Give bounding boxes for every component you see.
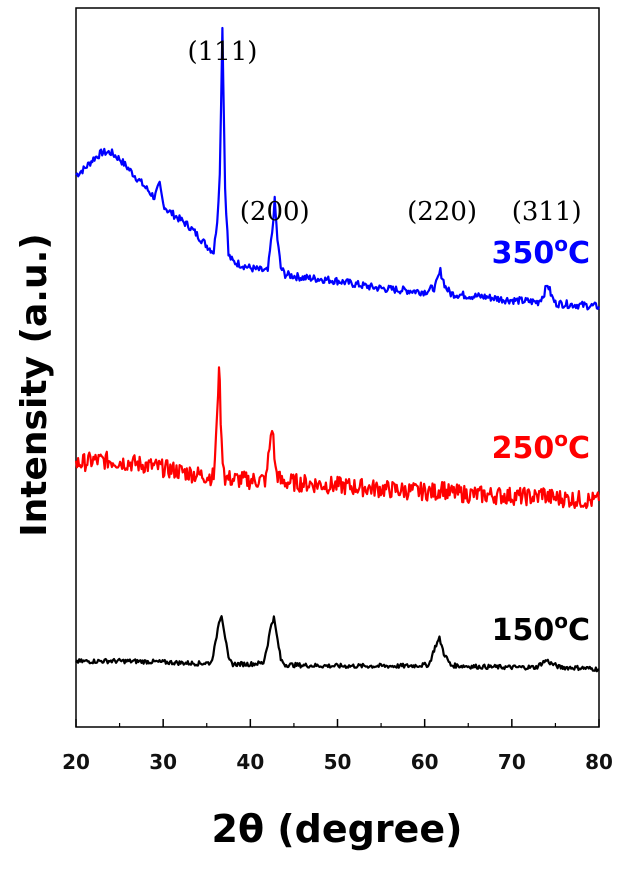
x-tick-label: 40 [236, 750, 264, 774]
x-tick-label: 20 [62, 750, 90, 774]
plot-area: 20 30 40 50 60 70 80 (111)(200) (220) (311) 350o… [62, 7, 613, 774]
peak-label: (200) [240, 197, 310, 227]
x-tick-label: 50 [324, 750, 352, 774]
x-tick-label: 80 [585, 750, 613, 774]
x-axis: 20 30 40 50 60 70 80 [62, 719, 613, 774]
series-label-degree: o [554, 609, 568, 633]
series-label-unit: C [568, 431, 590, 466]
x-tick-label: 30 [149, 750, 177, 774]
x-axis-title: 2θ (degree) [212, 807, 463, 851]
series-line-350 [75, 26, 601, 311]
peak-label: (220) [407, 197, 477, 227]
y-axis-title: Intensity (a.u.) [14, 233, 55, 536]
series-label-250: 250oC [492, 427, 590, 466]
series-label-unit: C [568, 613, 590, 648]
series-line-150 [75, 615, 600, 673]
series-label-value: 350 [492, 236, 555, 271]
series-label-value: 250 [492, 431, 555, 466]
series-label-150: 150oC [492, 609, 590, 648]
series-label-degree: o [554, 427, 568, 451]
peak-annotations: (111) (200) (220) (311) [187, 37, 581, 227]
series-line-250 [74, 366, 601, 510]
series-label-degree: o [554, 232, 568, 256]
peak-label: (311) [512, 197, 582, 227]
series-label-unit: C [568, 236, 590, 271]
series-label-value: 150 [492, 613, 555, 648]
series-label-350: 350oC [492, 232, 590, 271]
series-group [74, 26, 601, 673]
x-tick-label: 60 [411, 750, 439, 774]
x-tick-label: 70 [498, 750, 526, 774]
peak-label: (111) [187, 37, 257, 67]
